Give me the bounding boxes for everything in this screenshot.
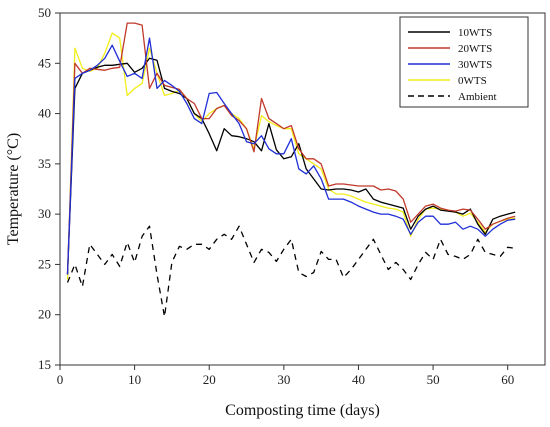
series-line-20wts xyxy=(66,22,516,275)
series-line-ambient xyxy=(66,225,516,318)
x-tick-label: 40 xyxy=(352,372,365,387)
plot-area-frame xyxy=(59,12,546,366)
y-tick-label: 40 xyxy=(38,106,51,121)
legend: 10WTS 20WTS 30WTS 0WTS Ambient xyxy=(399,16,529,108)
x-axis-title: Composting time (days) xyxy=(225,402,380,419)
legend-label: 0WTS xyxy=(458,75,487,87)
x-tick-label: 30 xyxy=(277,372,290,387)
legend-label: 20WTS xyxy=(458,43,492,55)
legend-label: 30WTS xyxy=(458,59,492,71)
y-tick-label: 50 xyxy=(38,5,51,20)
x-tick-label: 50 xyxy=(427,372,440,387)
y-axis-ticks: 15 20 25 30 35 40 45 50 xyxy=(38,5,60,372)
x-tick-label: 20 xyxy=(203,372,216,387)
series-line-10wts xyxy=(66,57,516,275)
y-tick-label: 15 xyxy=(38,357,51,372)
series-layer xyxy=(66,22,516,318)
series-line-0wts xyxy=(66,32,516,280)
x-tick-label: 0 xyxy=(57,372,64,387)
y-axis-title: Temperature (°C) xyxy=(5,133,22,245)
y-tick-label: 30 xyxy=(38,206,51,221)
y-tick-label: 25 xyxy=(38,256,51,271)
x-axis-ticks: 0 10 20 30 40 50 60 xyxy=(57,365,514,387)
series-line-30wts xyxy=(66,37,516,275)
legend-label: 10WTS xyxy=(458,27,492,39)
x-tick-label: 60 xyxy=(501,372,514,387)
y-tick-label: 20 xyxy=(38,307,51,322)
legend-label: Ambient xyxy=(458,91,497,103)
y-tick-label: 35 xyxy=(38,156,51,171)
x-tick-label: 10 xyxy=(128,372,141,387)
y-tick-label: 45 xyxy=(38,55,51,70)
